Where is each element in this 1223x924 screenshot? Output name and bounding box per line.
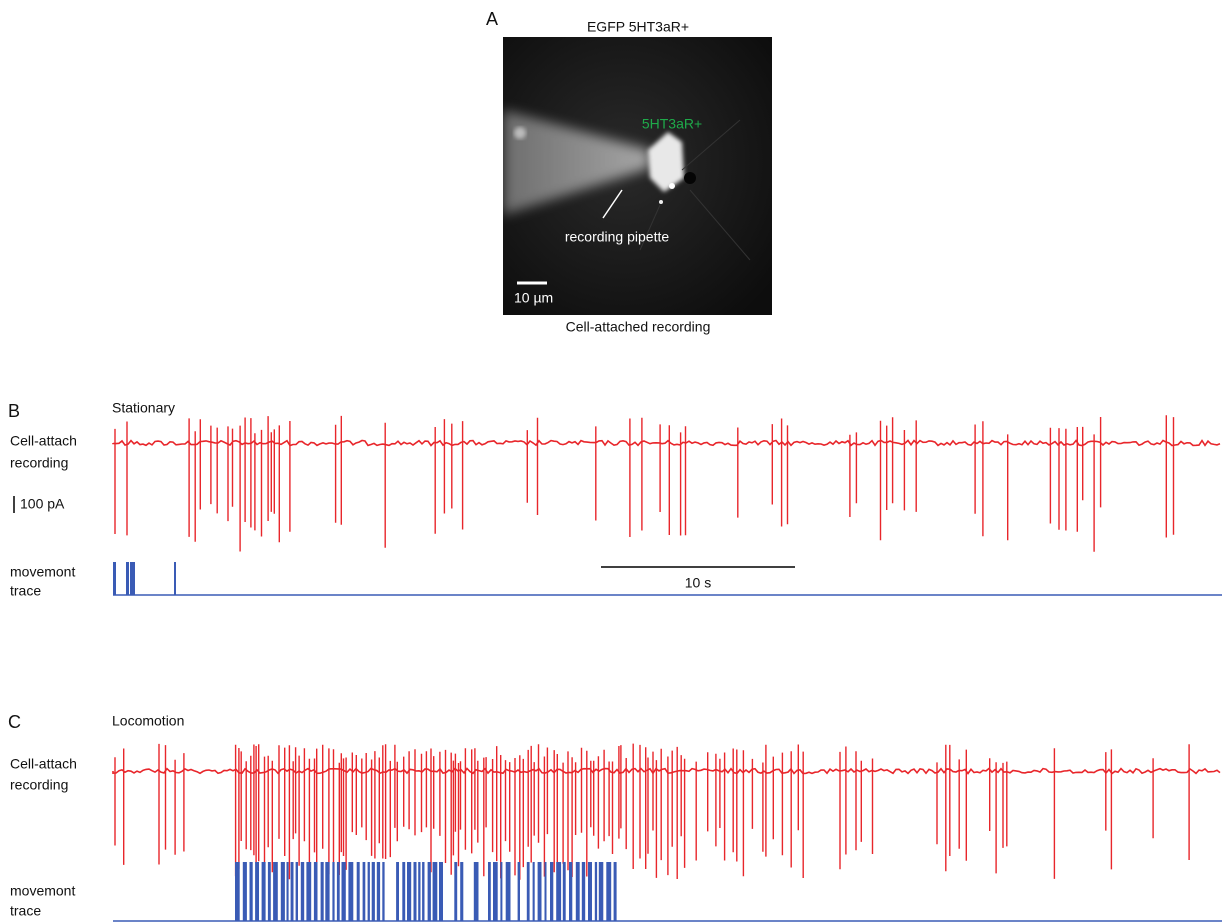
time-label: 10 s	[685, 575, 711, 591]
panel-label: C	[8, 712, 21, 732]
trace-label: Cell-attach	[10, 756, 77, 772]
movement-pulse	[368, 862, 370, 921]
panel-label: B	[8, 401, 20, 421]
spike-train	[115, 744, 1189, 880]
movement-pulse	[569, 862, 572, 921]
movement-pulse	[255, 862, 259, 921]
movement-pulse	[262, 862, 266, 921]
movement-pulse	[321, 862, 324, 921]
movement-pulse	[582, 862, 585, 921]
spike-train	[115, 415, 1174, 552]
movement-pulse	[235, 862, 240, 921]
pipette-label: recording pipette	[565, 229, 670, 245]
movement-pulse	[474, 862, 479, 921]
movement-pulse	[614, 862, 617, 921]
movement-pulse	[556, 862, 561, 921]
movement-pulse	[363, 862, 366, 921]
movement-pulse	[287, 862, 289, 921]
movement-pulse	[377, 862, 380, 921]
movement-pulse	[588, 862, 592, 921]
movement-pulse	[342, 862, 346, 921]
movement-pulse	[402, 862, 405, 921]
caption: Cell-attached recording	[566, 319, 711, 335]
trace-label: Cell-attach	[10, 433, 77, 449]
movement-pulse	[372, 862, 375, 921]
movement-pulse	[130, 562, 135, 595]
movement-pulse	[126, 562, 129, 595]
movement-pulse	[439, 862, 443, 921]
movement-pulse	[250, 862, 253, 921]
trace-label: recording	[10, 777, 68, 793]
movement-pulse	[422, 862, 424, 921]
movement-pulse	[243, 862, 247, 921]
movement-pulse	[273, 862, 278, 921]
movement-pulse	[460, 862, 463, 921]
movement-pulse	[414, 862, 417, 921]
movement-pulse	[500, 862, 502, 921]
movement-pulse	[428, 862, 431, 921]
movement-pulse	[174, 562, 176, 595]
trace-label: trace	[10, 583, 41, 599]
panel-label: A	[486, 9, 498, 29]
movement-pulse	[301, 862, 304, 921]
movement-pulse	[348, 862, 353, 921]
micrograph	[503, 37, 772, 315]
movement-pulse	[268, 862, 271, 921]
trace-label: recording	[10, 455, 68, 471]
cell-label: 5HT3aR+	[642, 116, 702, 132]
movement-pulse	[281, 862, 285, 921]
figure: A EGFP 5HT3aR+ 5HT3aR+ recording pipette…	[0, 0, 1223, 924]
amplitude-label: 100 pA	[20, 496, 65, 512]
scale-label: 10 µm	[514, 290, 553, 306]
movement-pulse	[599, 862, 604, 921]
movement-pulse	[454, 862, 457, 921]
movement-pulse	[296, 862, 298, 921]
movement-pulse	[595, 862, 597, 921]
movement-pulse	[332, 862, 334, 921]
movement-pulse	[533, 862, 535, 921]
trace-label: trace	[10, 903, 41, 919]
movement-pulse	[576, 862, 580, 921]
movement-pulse	[538, 862, 542, 921]
movement-pulse	[493, 862, 498, 921]
trace-label: movemont	[10, 883, 75, 899]
movement-pulse	[314, 862, 318, 921]
movement-pulse	[291, 862, 294, 921]
movement-pulse	[550, 862, 553, 921]
condition: Stationary	[112, 400, 175, 416]
movement-pulse	[545, 862, 547, 921]
movement-pulse	[433, 862, 438, 921]
movement-pulse	[113, 562, 116, 595]
movement-pulse	[563, 862, 566, 921]
movement-pulse	[518, 862, 520, 921]
movement-pulse	[357, 862, 360, 921]
movement-pulse	[606, 862, 611, 921]
movement-pulse	[527, 862, 530, 921]
movement-pulse	[306, 862, 311, 921]
movement-pulse	[488, 862, 491, 921]
trace-label: movemont	[10, 564, 75, 580]
movement-pulse	[418, 862, 420, 921]
movement-pulse	[407, 862, 411, 921]
movement-pulse	[325, 862, 329, 921]
movement-pulse	[396, 862, 399, 921]
movement-pulse	[506, 862, 511, 921]
image-title: EGFP 5HT3aR+	[587, 19, 689, 35]
movement-pulse	[382, 862, 384, 921]
condition: Locomotion	[112, 713, 184, 729]
movement-pulse	[337, 862, 340, 921]
